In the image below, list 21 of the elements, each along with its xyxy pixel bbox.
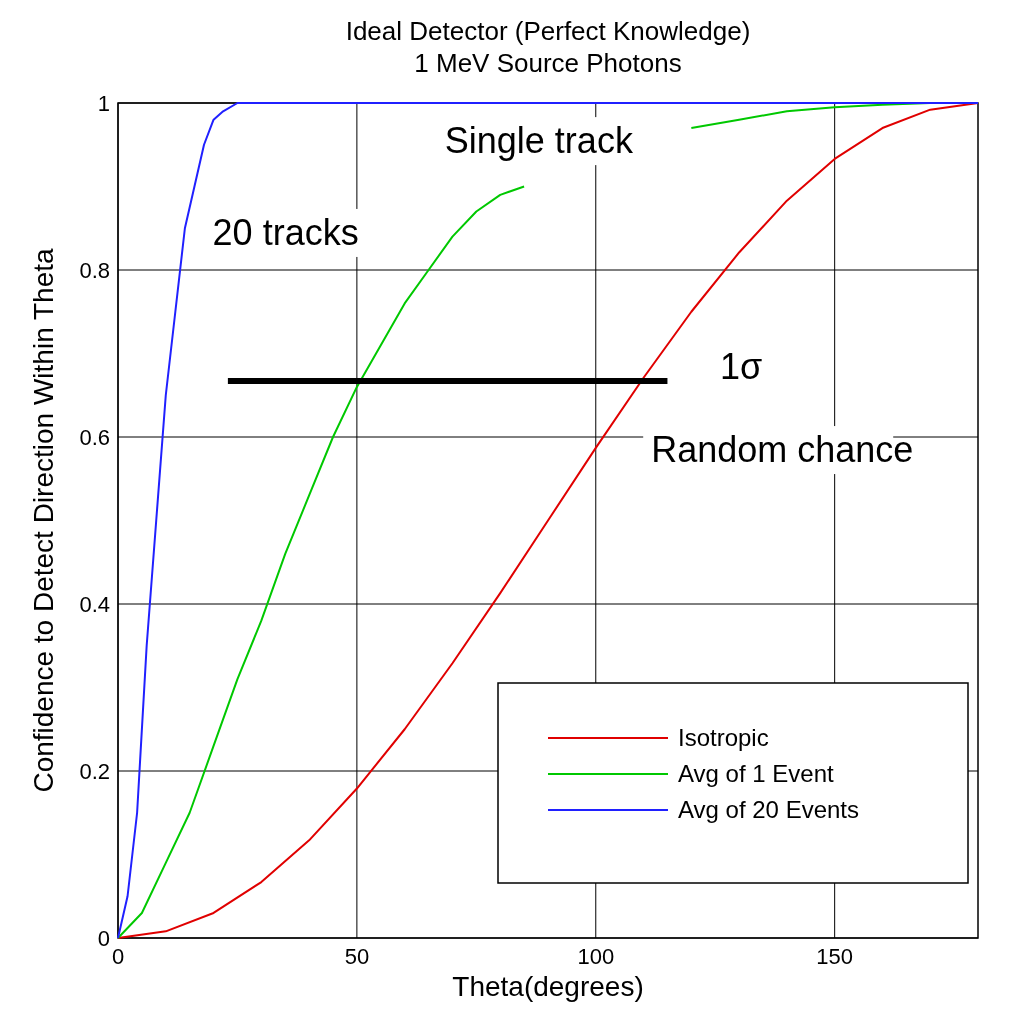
x-axis-title: Theta(degrees) xyxy=(452,971,644,1002)
line-series xyxy=(117,102,979,939)
y-tick-label: 1 xyxy=(97,91,110,116)
annotation: Random chance xyxy=(651,429,914,471)
x-tick-label: 150 xyxy=(816,944,854,969)
annotation: 20 tracks xyxy=(212,211,359,253)
chart-subtitle: 1 MeV Source Photons xyxy=(414,48,682,78)
annotation: 1σ xyxy=(720,345,763,387)
x-tick-label: 100 xyxy=(577,944,615,969)
y-tick-label: 0.2 xyxy=(79,759,110,784)
legend-label: Isotropic xyxy=(678,724,769,751)
y-tick-label: 0.6 xyxy=(79,425,110,450)
legend-label: Avg of 20 Events xyxy=(678,796,860,823)
y-tick-label: 0.4 xyxy=(79,592,110,617)
x-tick-label: 50 xyxy=(344,944,370,969)
y-tick-label: 0.8 xyxy=(79,258,110,283)
chart-title: Ideal Detector (Perfect Knowledge) xyxy=(345,16,751,46)
annotation: Single track xyxy=(444,120,634,162)
y-axis-title: Confidence to Detect Direction Within Theta xyxy=(28,247,59,793)
y-tick-label: 0 xyxy=(97,926,110,951)
legend-label: Avg of 1 Event xyxy=(678,760,834,787)
